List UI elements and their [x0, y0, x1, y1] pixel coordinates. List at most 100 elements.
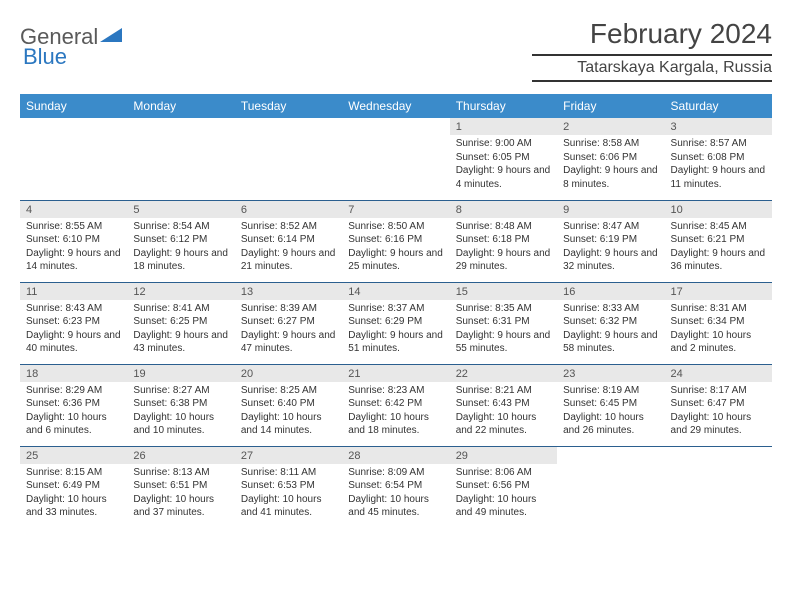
- calendar-day-cell: 27Sunrise: 8:11 AMSunset: 6:53 PMDayligh…: [235, 446, 342, 528]
- calendar-day-cell: 17Sunrise: 8:31 AMSunset: 6:34 PMDayligh…: [665, 282, 772, 364]
- weekday-header: Thursday: [450, 94, 557, 118]
- weekday-header: Wednesday: [342, 94, 449, 118]
- day-number: 24: [665, 365, 772, 382]
- day-content: Sunrise: 9:00 AMSunset: 6:05 PMDaylight:…: [450, 135, 557, 195]
- day-content: Sunrise: 8:25 AMSunset: 6:40 PMDaylight:…: [235, 382, 342, 442]
- day-number: 1: [450, 118, 557, 135]
- day-number: 20: [235, 365, 342, 382]
- weekday-header: Friday: [557, 94, 664, 118]
- day-number: 6: [235, 201, 342, 218]
- weekday-header: Saturday: [665, 94, 772, 118]
- day-content: Sunrise: 8:57 AMSunset: 6:08 PMDaylight:…: [665, 135, 772, 195]
- calendar-day-cell: 12Sunrise: 8:41 AMSunset: 6:25 PMDayligh…: [127, 282, 234, 364]
- calendar-week-row: 25Sunrise: 8:15 AMSunset: 6:49 PMDayligh…: [20, 446, 772, 528]
- day-content: Sunrise: 8:50 AMSunset: 6:16 PMDaylight:…: [342, 218, 449, 278]
- calendar-day-cell: [557, 446, 664, 528]
- calendar-day-cell: 22Sunrise: 8:21 AMSunset: 6:43 PMDayligh…: [450, 364, 557, 446]
- day-content: Sunrise: 8:11 AMSunset: 6:53 PMDaylight:…: [235, 464, 342, 524]
- calendar-day-cell: 29Sunrise: 8:06 AMSunset: 6:56 PMDayligh…: [450, 446, 557, 528]
- calendar-day-cell: 20Sunrise: 8:25 AMSunset: 6:40 PMDayligh…: [235, 364, 342, 446]
- calendar-body: 1Sunrise: 9:00 AMSunset: 6:05 PMDaylight…: [20, 118, 772, 528]
- calendar-day-cell: 15Sunrise: 8:35 AMSunset: 6:31 PMDayligh…: [450, 282, 557, 364]
- day-content: Sunrise: 8:43 AMSunset: 6:23 PMDaylight:…: [20, 300, 127, 360]
- day-content: Sunrise: 8:48 AMSunset: 6:18 PMDaylight:…: [450, 218, 557, 278]
- day-content: Sunrise: 8:33 AMSunset: 6:32 PMDaylight:…: [557, 300, 664, 360]
- day-content: Sunrise: 8:23 AMSunset: 6:42 PMDaylight:…: [342, 382, 449, 442]
- day-number: 21: [342, 365, 449, 382]
- day-number: 19: [127, 365, 234, 382]
- calendar-day-cell: 19Sunrise: 8:27 AMSunset: 6:38 PMDayligh…: [127, 364, 234, 446]
- day-number: 8: [450, 201, 557, 218]
- day-number: 2: [557, 118, 664, 135]
- calendar-day-cell: [342, 118, 449, 200]
- calendar-day-cell: 21Sunrise: 8:23 AMSunset: 6:42 PMDayligh…: [342, 364, 449, 446]
- day-number: 17: [665, 283, 772, 300]
- day-content: Sunrise: 8:47 AMSunset: 6:19 PMDaylight:…: [557, 218, 664, 278]
- calendar-day-cell: 23Sunrise: 8:19 AMSunset: 6:45 PMDayligh…: [557, 364, 664, 446]
- calendar-day-cell: 11Sunrise: 8:43 AMSunset: 6:23 PMDayligh…: [20, 282, 127, 364]
- day-number: 23: [557, 365, 664, 382]
- weekday-header-row: SundayMondayTuesdayWednesdayThursdayFrid…: [20, 94, 772, 118]
- calendar-day-cell: 8Sunrise: 8:48 AMSunset: 6:18 PMDaylight…: [450, 200, 557, 282]
- calendar-day-cell: 16Sunrise: 8:33 AMSunset: 6:32 PMDayligh…: [557, 282, 664, 364]
- day-number: 11: [20, 283, 127, 300]
- day-number: 29: [450, 447, 557, 464]
- calendar-day-cell: [235, 118, 342, 200]
- weekday-header: Monday: [127, 94, 234, 118]
- day-content: Sunrise: 8:13 AMSunset: 6:51 PMDaylight:…: [127, 464, 234, 524]
- calendar-day-cell: 10Sunrise: 8:45 AMSunset: 6:21 PMDayligh…: [665, 200, 772, 282]
- day-number: 16: [557, 283, 664, 300]
- calendar-day-cell: 1Sunrise: 9:00 AMSunset: 6:05 PMDaylight…: [450, 118, 557, 200]
- day-number: 14: [342, 283, 449, 300]
- logo-text-blue: Blue: [23, 44, 67, 69]
- day-content: Sunrise: 8:39 AMSunset: 6:27 PMDaylight:…: [235, 300, 342, 360]
- calendar-day-cell: [665, 446, 772, 528]
- calendar-day-cell: 7Sunrise: 8:50 AMSunset: 6:16 PMDaylight…: [342, 200, 449, 282]
- calendar-day-cell: 14Sunrise: 8:37 AMSunset: 6:29 PMDayligh…: [342, 282, 449, 364]
- day-content: Sunrise: 8:55 AMSunset: 6:10 PMDaylight:…: [20, 218, 127, 278]
- month-title: February 2024: [532, 18, 772, 50]
- day-number: 22: [450, 365, 557, 382]
- calendar-day-cell: [20, 118, 127, 200]
- day-content: Sunrise: 8:29 AMSunset: 6:36 PMDaylight:…: [20, 382, 127, 442]
- day-number: 7: [342, 201, 449, 218]
- day-number: 26: [127, 447, 234, 464]
- day-number: 13: [235, 283, 342, 300]
- calendar-day-cell: 13Sunrise: 8:39 AMSunset: 6:27 PMDayligh…: [235, 282, 342, 364]
- weekday-header: Sunday: [20, 94, 127, 118]
- logo-triangle-icon: [100, 26, 122, 49]
- weekday-header: Tuesday: [235, 94, 342, 118]
- day-content: Sunrise: 8:17 AMSunset: 6:47 PMDaylight:…: [665, 382, 772, 442]
- day-content: Sunrise: 8:15 AMSunset: 6:49 PMDaylight:…: [20, 464, 127, 524]
- calendar-day-cell: 9Sunrise: 8:47 AMSunset: 6:19 PMDaylight…: [557, 200, 664, 282]
- day-content: Sunrise: 8:19 AMSunset: 6:45 PMDaylight:…: [557, 382, 664, 442]
- day-number: 9: [557, 201, 664, 218]
- day-number: 28: [342, 447, 449, 464]
- calendar-day-cell: 18Sunrise: 8:29 AMSunset: 6:36 PMDayligh…: [20, 364, 127, 446]
- title-block: February 2024 Tatarskaya Kargala, Russia: [532, 18, 772, 82]
- calendar-day-cell: [127, 118, 234, 200]
- header: General February 2024 Tatarskaya Kargala…: [20, 18, 772, 82]
- day-number: 5: [127, 201, 234, 218]
- calendar-week-row: 4Sunrise: 8:55 AMSunset: 6:10 PMDaylight…: [20, 200, 772, 282]
- calendar-day-cell: 25Sunrise: 8:15 AMSunset: 6:49 PMDayligh…: [20, 446, 127, 528]
- day-content: Sunrise: 8:31 AMSunset: 6:34 PMDaylight:…: [665, 300, 772, 360]
- day-content: Sunrise: 8:52 AMSunset: 6:14 PMDaylight:…: [235, 218, 342, 278]
- day-number: 10: [665, 201, 772, 218]
- location-label: Tatarskaya Kargala, Russia: [532, 54, 772, 82]
- day-content: Sunrise: 8:21 AMSunset: 6:43 PMDaylight:…: [450, 382, 557, 442]
- day-number: 18: [20, 365, 127, 382]
- calendar-table: SundayMondayTuesdayWednesdayThursdayFrid…: [20, 94, 772, 528]
- day-content: Sunrise: 8:54 AMSunset: 6:12 PMDaylight:…: [127, 218, 234, 278]
- day-content: Sunrise: 8:58 AMSunset: 6:06 PMDaylight:…: [557, 135, 664, 195]
- calendar-day-cell: 26Sunrise: 8:13 AMSunset: 6:51 PMDayligh…: [127, 446, 234, 528]
- day-number: 3: [665, 118, 772, 135]
- day-content: Sunrise: 8:27 AMSunset: 6:38 PMDaylight:…: [127, 382, 234, 442]
- calendar-day-cell: 24Sunrise: 8:17 AMSunset: 6:47 PMDayligh…: [665, 364, 772, 446]
- day-content: Sunrise: 8:45 AMSunset: 6:21 PMDaylight:…: [665, 218, 772, 278]
- day-number: 27: [235, 447, 342, 464]
- calendar-day-cell: 28Sunrise: 8:09 AMSunset: 6:54 PMDayligh…: [342, 446, 449, 528]
- day-number: 12: [127, 283, 234, 300]
- calendar-day-cell: 2Sunrise: 8:58 AMSunset: 6:06 PMDaylight…: [557, 118, 664, 200]
- calendar-day-cell: 5Sunrise: 8:54 AMSunset: 6:12 PMDaylight…: [127, 200, 234, 282]
